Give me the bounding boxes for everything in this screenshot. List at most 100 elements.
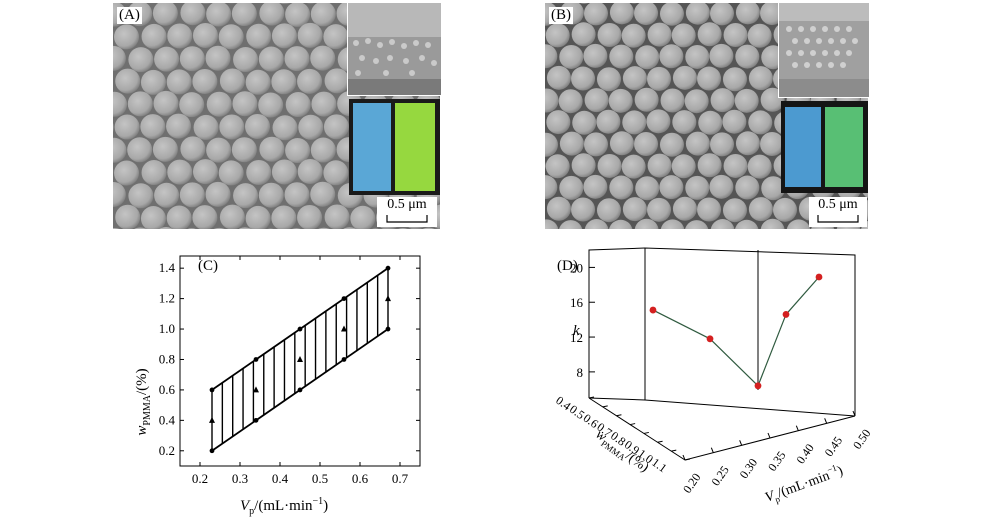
sem-sphere bbox=[179, 92, 204, 117]
sem-sphere bbox=[584, 132, 608, 156]
x-tick-label-d: 0.45 bbox=[822, 434, 846, 459]
sem-sphere bbox=[192, 205, 217, 229]
sem-sphere bbox=[220, 205, 245, 229]
sem-sphere bbox=[259, 137, 284, 162]
x-tick-d bbox=[740, 440, 742, 445]
sem-sphere bbox=[583, 175, 607, 199]
sem-sphere bbox=[635, 45, 659, 69]
x-tick-label-c: 0.3 bbox=[232, 471, 248, 486]
sem-sphere bbox=[749, 66, 773, 90]
data-point-d bbox=[816, 274, 823, 281]
sem-sphere bbox=[285, 46, 310, 71]
y-tick-d bbox=[644, 432, 649, 433]
sem-sphere bbox=[698, 22, 722, 46]
sem-sphere bbox=[245, 114, 270, 139]
sem-sphere bbox=[609, 89, 633, 113]
sem-sphere bbox=[597, 198, 621, 222]
scale-bar-line-b bbox=[809, 213, 867, 225]
data-point-d bbox=[650, 307, 657, 314]
sem-sphere bbox=[128, 183, 153, 208]
sem-sphere bbox=[623, 197, 647, 221]
sem-sphere bbox=[748, 24, 772, 48]
sem-sphere bbox=[310, 46, 335, 71]
sem-sphere bbox=[685, 89, 709, 113]
sem-sphere bbox=[735, 89, 759, 113]
y-axis-label-c: wPMMA/(%) bbox=[134, 368, 153, 435]
sem-sphere bbox=[246, 24, 271, 49]
sem-sphere bbox=[298, 23, 323, 48]
sem-sphere bbox=[559, 89, 583, 113]
sem-sphere bbox=[773, 198, 797, 222]
mid-triangle-c bbox=[297, 356, 303, 362]
sem-sphere bbox=[546, 154, 570, 178]
z-tick-label-d: 16 bbox=[570, 295, 584, 310]
z-tick-label-d: 8 bbox=[577, 365, 584, 380]
sem-sphere bbox=[648, 154, 672, 178]
sem-sphere bbox=[571, 197, 595, 221]
x-tick-label-d: 0.40 bbox=[793, 441, 817, 466]
x-tick-label-d: 0.35 bbox=[765, 448, 789, 473]
sem-sphere bbox=[271, 69, 296, 94]
sem-sphere bbox=[685, 176, 709, 200]
x-tick-d bbox=[796, 426, 798, 431]
sem-sphere bbox=[285, 182, 310, 207]
y-tick-label-c: 1.0 bbox=[159, 321, 175, 336]
scale-bar-line-a bbox=[377, 213, 437, 225]
sem-sphere bbox=[559, 176, 583, 200]
upper-point-c bbox=[342, 296, 347, 301]
x-axis-label-c: Vp/(mL·min−1) bbox=[240, 496, 328, 517]
y-tick-label-c: 1.2 bbox=[159, 291, 175, 306]
sem-sphere bbox=[311, 138, 336, 163]
sem-sphere bbox=[128, 91, 153, 116]
sem-sphere bbox=[748, 110, 772, 134]
sem-sphere bbox=[722, 110, 746, 134]
sem-sphere bbox=[672, 23, 696, 47]
x-tick-label-c: 0.4 bbox=[272, 471, 289, 486]
sem-sphere bbox=[286, 92, 311, 117]
x-tick-label-d: 0.20 bbox=[680, 470, 704, 495]
y-tick-label-c: 0.6 bbox=[159, 382, 176, 397]
inset-photo-b bbox=[781, 101, 868, 193]
box-floor-back bbox=[589, 398, 855, 416]
sem-sphere bbox=[735, 176, 759, 200]
sem-sphere bbox=[724, 23, 748, 47]
panel-label-b: (B) bbox=[549, 7, 573, 24]
sem-sphere bbox=[709, 175, 733, 199]
sem-sphere bbox=[115, 115, 140, 140]
y-tick-d bbox=[658, 441, 663, 442]
sem-sphere bbox=[572, 111, 596, 135]
sem-sphere bbox=[686, 132, 710, 156]
sem-sphere bbox=[672, 154, 696, 178]
x-tick-d bbox=[711, 448, 713, 453]
sem-sphere bbox=[622, 155, 646, 179]
x-tick-label-c: 0.7 bbox=[392, 471, 409, 486]
sem-sphere bbox=[660, 133, 684, 157]
upper-point-c bbox=[298, 327, 303, 332]
sem-sphere bbox=[659, 175, 683, 199]
x-tick-d bbox=[825, 418, 827, 423]
panel-label-a: (A) bbox=[117, 7, 142, 24]
sem-sphere bbox=[325, 204, 350, 229]
sem-sphere bbox=[661, 88, 685, 112]
sem-sphere bbox=[723, 67, 747, 91]
sem-sphere bbox=[325, 68, 350, 93]
sem-sphere bbox=[193, 23, 218, 48]
scale-bar-a: 0.5 μm bbox=[377, 197, 437, 227]
sem-sphere bbox=[698, 153, 722, 177]
sem-sphere bbox=[585, 88, 609, 112]
lower-point-c bbox=[386, 327, 391, 332]
sem-sphere bbox=[154, 183, 179, 208]
sem-sphere bbox=[311, 92, 336, 117]
upper-point-c bbox=[386, 266, 391, 271]
sem-sphere bbox=[310, 182, 335, 207]
sem-sphere bbox=[192, 69, 217, 94]
panel-label-c: (C) bbox=[198, 258, 218, 274]
sem-sphere bbox=[285, 3, 310, 27]
box-left-top bbox=[589, 248, 645, 398]
sem-sphere bbox=[635, 88, 659, 112]
scale-bar-text-a: 0.5 μm bbox=[377, 197, 437, 213]
sem-sphere bbox=[609, 176, 633, 200]
sem-sphere bbox=[167, 69, 192, 94]
sem-sphere bbox=[323, 160, 348, 185]
sem-sphere bbox=[635, 176, 659, 200]
